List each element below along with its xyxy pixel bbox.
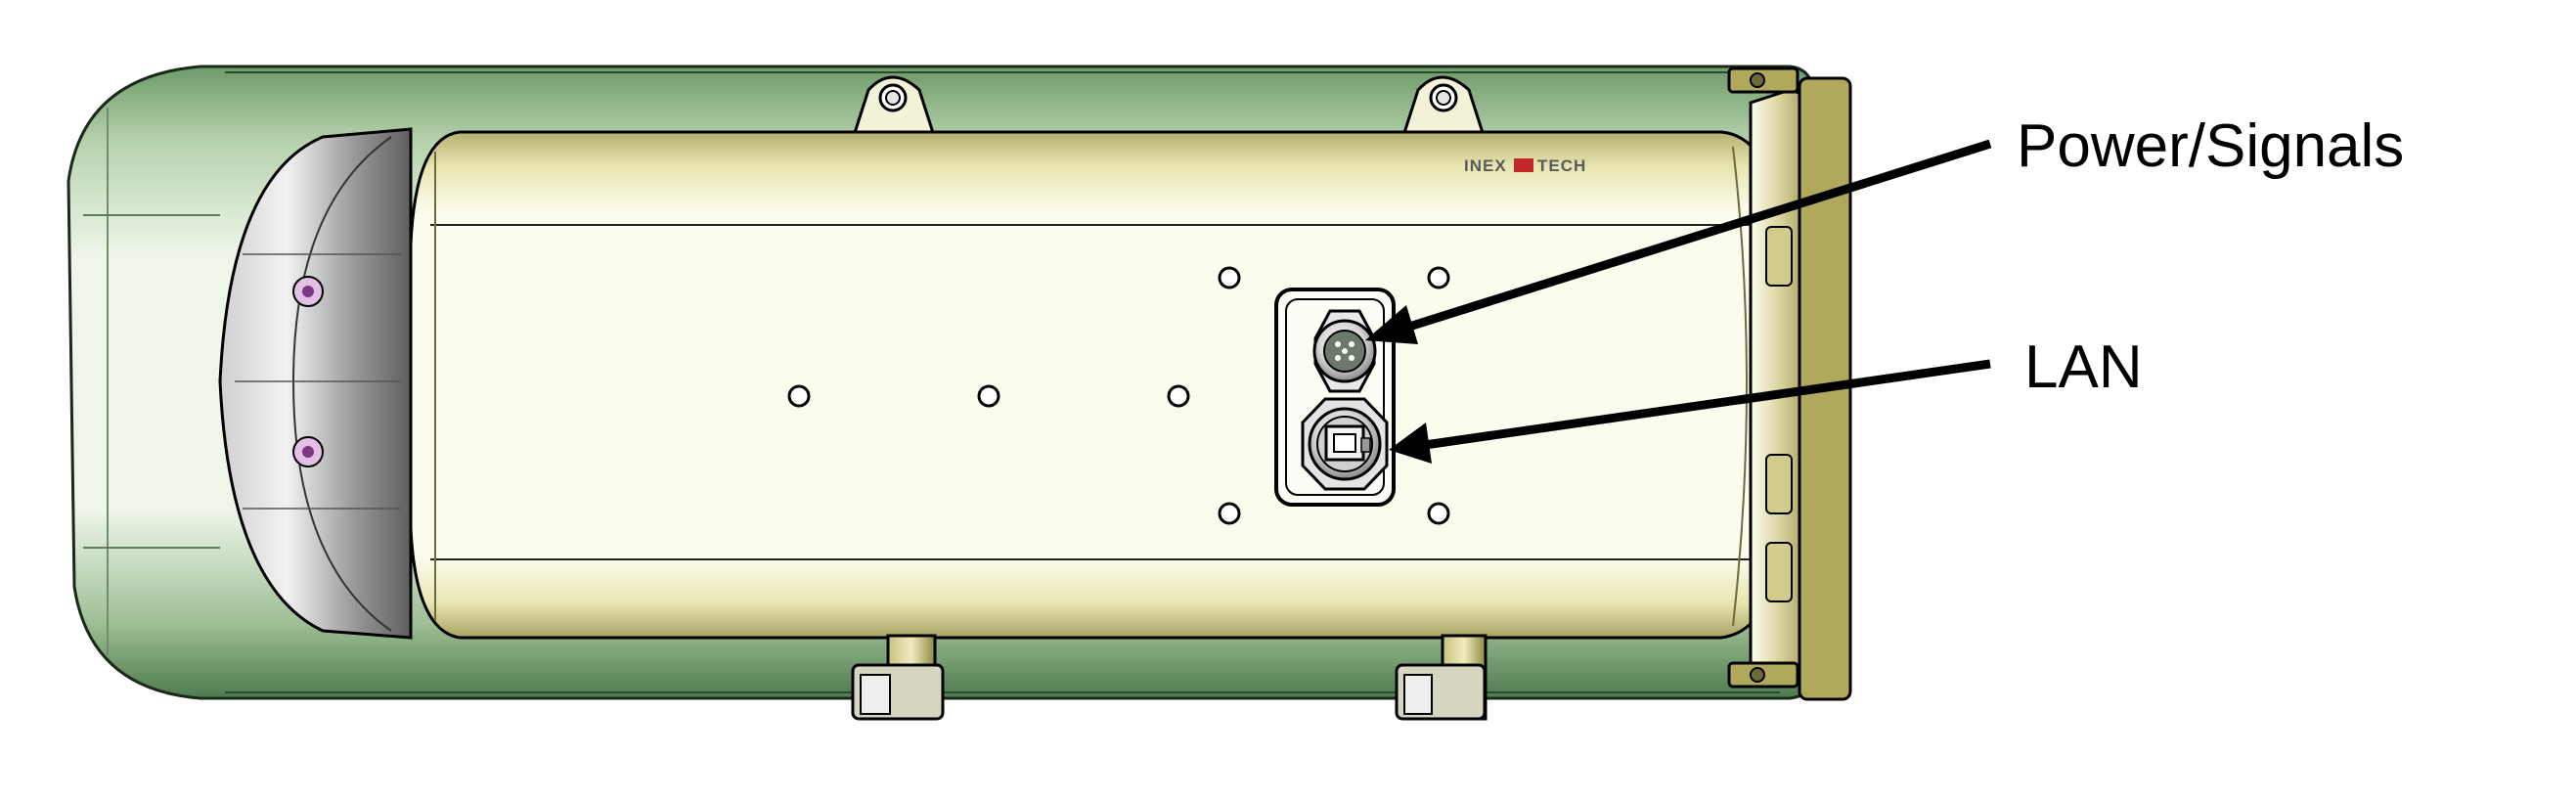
bottom-bracket-left (851, 634, 945, 721)
power-signals-label: Power/Signals (2017, 112, 2404, 180)
mounting-hole (1427, 266, 1450, 289)
hood-screw-top (292, 276, 324, 307)
power-signals-connector (1312, 309, 1377, 393)
power-signals-callout: Power/Signals (1365, 112, 2404, 344)
top-mounting-tab-right (1399, 75, 1488, 141)
power-signals-arrowhead (1365, 305, 1418, 344)
mounting-hole (1218, 266, 1241, 289)
mounting-hole (977, 384, 1000, 408)
logo-text-left: INEX (1464, 156, 1507, 175)
mounting-hole (1218, 502, 1241, 525)
logo-mark (1514, 158, 1533, 172)
lan-arrow-line (1417, 359, 1991, 451)
logo-text-right: TECH (1537, 156, 1586, 175)
sun-hood (218, 127, 413, 640)
lan-connector (1301, 397, 1389, 491)
mounting-hole (787, 384, 811, 408)
mounting-hole (1167, 384, 1190, 408)
brand-logo: INEX TECH (1464, 156, 1586, 175)
lan-label: LAN (2024, 333, 2143, 401)
mounting-hole (1427, 502, 1450, 525)
top-mounting-tab-left (850, 75, 938, 141)
power-signals-arrow-line (1392, 139, 1992, 336)
lan-callout: LAN (1389, 333, 2143, 464)
main-body (409, 130, 1784, 640)
mounting-holes (787, 266, 1450, 525)
hood-screw-bottom (292, 436, 324, 467)
lan-arrowhead (1389, 422, 1432, 464)
bottom-bracket-right (1395, 634, 1488, 721)
